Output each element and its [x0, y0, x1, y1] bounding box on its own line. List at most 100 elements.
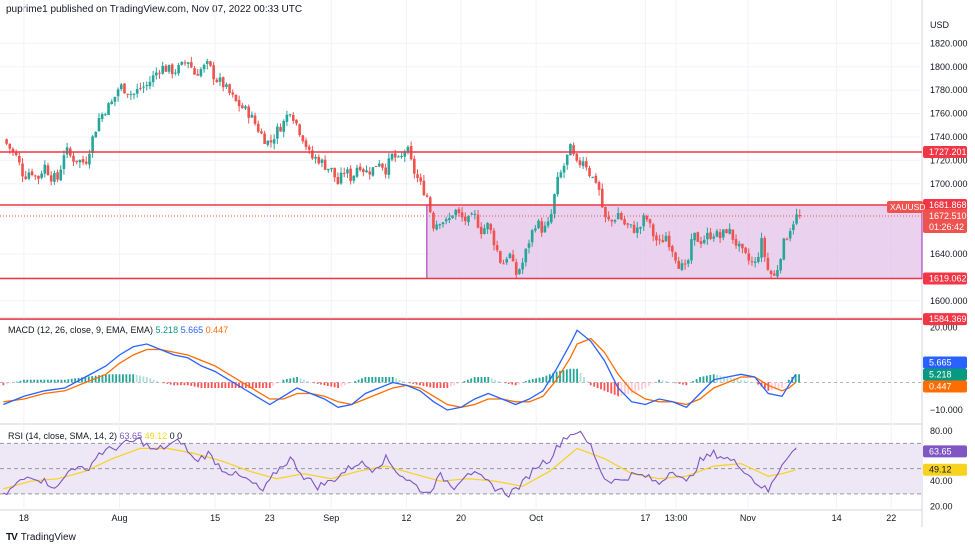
- macd-histogram-bar: [207, 382, 210, 388]
- macd-histogram-bar: [313, 382, 316, 384]
- macd-histogram-bar: [774, 382, 777, 390]
- macd-histogram-bar: [589, 382, 592, 386]
- macd-histogram-bar: [654, 381, 657, 383]
- candle-body: [186, 62, 190, 64]
- candle-body: [377, 163, 381, 167]
- macd-histogram-bar: [200, 382, 203, 388]
- macd-histogram-bar: [9, 382, 12, 384]
- candle-body: [581, 161, 585, 167]
- macd-histogram-bar: [709, 374, 712, 383]
- candle-body: [119, 84, 123, 90]
- macd-histogram-bar: [180, 382, 182, 386]
- candle-body: [479, 226, 483, 235]
- candle-body: [314, 156, 317, 159]
- candle-body: [747, 253, 751, 261]
- macd-legend-value: 5.665: [181, 325, 206, 335]
- candle-body: [645, 215, 649, 220]
- macd-histogram-bar: [50, 379, 53, 383]
- price-levels[interactable]: [0, 151, 922, 320]
- candle-body: [384, 167, 387, 175]
- rsi-legend-value: 63.65: [120, 431, 145, 441]
- candle-body: [403, 151, 407, 157]
- macd-histogram-bar: [750, 381, 753, 383]
- range-box[interactable]: [426, 204, 923, 279]
- range-rectangle: [426, 204, 923, 279]
- tradingview-footer[interactable]: TV TradingView: [6, 532, 76, 543]
- candle-body: [151, 75, 155, 83]
- macd-histogram-bar: [781, 382, 783, 388]
- candle-body: [543, 225, 547, 233]
- candle-body: [142, 86, 145, 88]
- time-tick-label: Sep: [323, 513, 339, 523]
- macd-histogram-bar: [408, 382, 411, 384]
- macd-histogram-bar: [603, 382, 606, 391]
- macd-histogram-bar: [115, 374, 118, 383]
- candle-body: [170, 64, 174, 75]
- macd-histogram-bar: [203, 382, 206, 388]
- macd-histogram-bar: [576, 368, 579, 383]
- candle-body: [225, 84, 228, 87]
- macd-histogram-bar: [67, 379, 70, 383]
- macd-histogram-bar: [367, 377, 370, 383]
- candle-body: [728, 228, 731, 234]
- candle-body: [161, 65, 164, 74]
- macd-histogram-bar: [364, 377, 367, 383]
- macd-histogram-bar: [518, 382, 520, 384]
- candle-body: [46, 165, 50, 176]
- macd-histogram-bar: [443, 382, 445, 388]
- macd-histogram-bar: [736, 379, 739, 383]
- macd-histogram-bar: [279, 381, 281, 383]
- macd-histogram-bar: [787, 379, 790, 383]
- rsi-badge-bg: [923, 445, 967, 458]
- macd-histogram-bar: [664, 381, 667, 383]
- macd-histogram-bar: [610, 382, 613, 394]
- candle-body: [282, 120, 286, 132]
- candle-body: [416, 174, 419, 178]
- candle-body: [183, 62, 187, 64]
- macd-histogram-bar: [320, 382, 322, 385]
- candle-body: [190, 62, 193, 68]
- candle-body: [228, 84, 231, 94]
- macd-histogram-bar: [678, 382, 681, 384]
- candle-body: [607, 216, 610, 220]
- candle-body: [648, 219, 652, 224]
- macd-histogram-bar: [36, 379, 39, 383]
- candle-body: [27, 172, 31, 179]
- macd-histogram-bar: [624, 382, 626, 395]
- macd-badge-bg: [923, 356, 967, 369]
- candle-body: [37, 175, 40, 179]
- candle-body: [635, 227, 639, 233]
- macd-histogram-bar: [490, 378, 493, 383]
- macd-histogram-bar: [661, 380, 664, 383]
- price-tick-label: 1800.000: [930, 62, 968, 72]
- macd-legend: MACD (12, 26, close, 9, EMA, EMA) 5.218 …: [8, 325, 228, 335]
- candle-body: [725, 229, 728, 234]
- macd-histogram-bar: [794, 374, 797, 383]
- candle-body: [549, 214, 553, 223]
- candle-body: [371, 167, 375, 176]
- macd-badge: 5.665: [929, 358, 952, 368]
- candle-body: [56, 172, 59, 180]
- macd-histogram-bar: [535, 378, 538, 383]
- macd-histogram-bar: [173, 382, 176, 386]
- candle-body: [613, 220, 617, 222]
- candle-body: [610, 219, 614, 222]
- macd-histogram-bar: [425, 382, 428, 387]
- macd-histogram-bar: [152, 379, 155, 383]
- candle-body: [448, 218, 451, 221]
- candle-body: [572, 145, 575, 155]
- candle-body: [499, 251, 502, 263]
- macd-histogram-bar: [163, 382, 165, 384]
- candle-body: [626, 223, 630, 225]
- candle-body: [715, 231, 719, 237]
- macd-histogram-bar: [330, 382, 333, 387]
- candle-body: [422, 180, 426, 196]
- macd-histogram-bar: [767, 382, 770, 391]
- macd-histogram-bar: [63, 379, 66, 383]
- macd-badge: 5.218: [929, 370, 952, 380]
- candle-body: [664, 235, 668, 242]
- macd-tick-label: 20.000: [930, 323, 958, 333]
- candle-body: [585, 161, 588, 168]
- macd-histogram-bar: [627, 382, 630, 395]
